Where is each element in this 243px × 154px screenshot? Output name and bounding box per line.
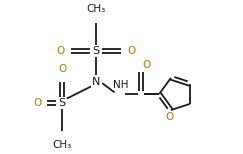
Text: O: O bbox=[34, 98, 42, 108]
Text: CH₃: CH₃ bbox=[52, 140, 72, 150]
Text: NH: NH bbox=[113, 80, 129, 90]
Text: O: O bbox=[57, 46, 65, 56]
Text: S: S bbox=[93, 46, 100, 56]
Text: N: N bbox=[92, 77, 100, 87]
Text: CH₃: CH₃ bbox=[87, 4, 106, 14]
Text: S: S bbox=[59, 98, 66, 108]
Text: O: O bbox=[58, 64, 66, 74]
Text: O: O bbox=[165, 112, 174, 122]
Text: O: O bbox=[143, 60, 151, 70]
Text: O: O bbox=[127, 46, 136, 56]
